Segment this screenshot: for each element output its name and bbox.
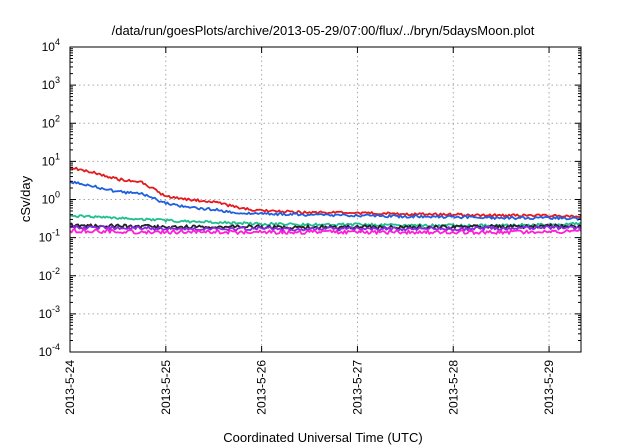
y-tick-label: 103 [42, 75, 60, 92]
y-tick-label: 10-1 [39, 228, 60, 245]
grid-lines [70, 47, 581, 352]
series-line [69, 180, 582, 221]
series-line [69, 224, 582, 232]
y-tick-label: 10-4 [39, 342, 60, 359]
series-layer [69, 166, 582, 235]
x-axis: 2013-5-24 2013-5-25 2013-5-26 2013-5-27 2013… [63, 47, 556, 415]
x-tick-label: 2013-5-27 [350, 360, 364, 415]
chart-title: /data/run/goesPlots/archive/2013-05-29/0… [112, 23, 535, 38]
y-axis-label: cSv/day [18, 175, 33, 222]
series-line [69, 222, 582, 230]
y-tick-label: 100 [42, 190, 60, 207]
x-tick-label: 2013-5-24 [63, 360, 77, 415]
y-axis: 10-4 10-3 10-2 10-1 100 101 102 103 104 [39, 37, 581, 359]
series-line [69, 166, 582, 219]
y-tick-label: 104 [42, 37, 60, 54]
x-tick-label: 2013-5-26 [255, 360, 269, 415]
x-tick-label: 2013-5-28 [446, 360, 460, 415]
x-tick-label: 2013-5-25 [159, 360, 173, 415]
x-axis-label: Coordinated Universal Time (UTC) [223, 430, 422, 445]
y-tick-label: 10-3 [39, 304, 60, 321]
y-tick-label: 10-2 [39, 266, 60, 283]
y-tick-label: 102 [42, 113, 60, 130]
x-tick-label: 2013-5-29 [542, 360, 556, 415]
series-line [69, 228, 582, 235]
y-tick-label: 101 [42, 151, 60, 168]
